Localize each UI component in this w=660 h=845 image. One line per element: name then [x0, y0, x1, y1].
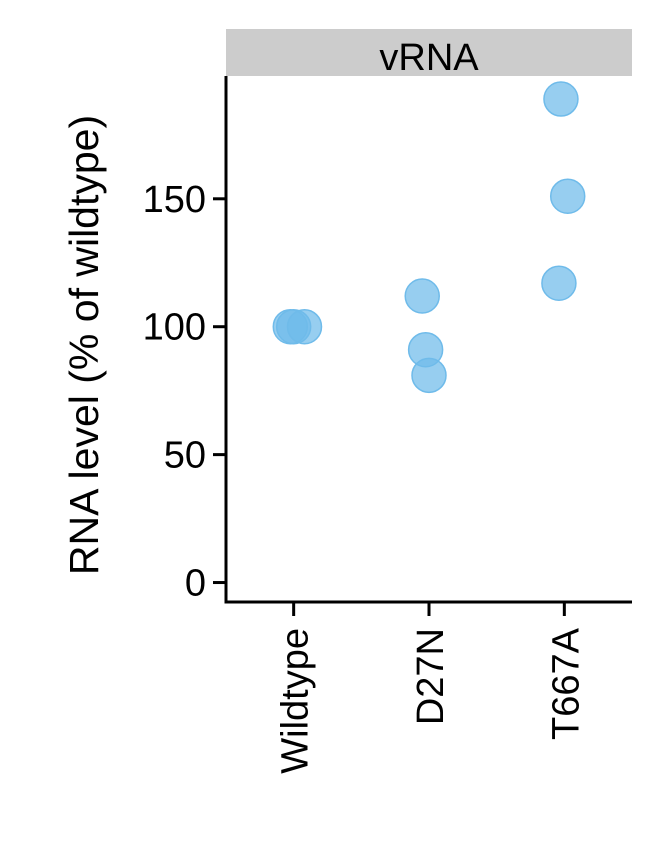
y-tick-label: 50	[164, 435, 206, 477]
y-ticks: 0 50 100 150	[143, 179, 226, 605]
y-tick-label: 100	[143, 307, 206, 349]
x-ticks: Wildtype D27N T667A	[275, 603, 587, 774]
y-axis-title: RNA level (% of wildtype)	[61, 115, 107, 575]
data-point	[404, 278, 440, 314]
data-point	[541, 265, 577, 301]
data-point	[549, 178, 586, 214]
data-points	[272, 81, 586, 394]
data-point	[286, 308, 323, 345]
data-point	[543, 81, 579, 117]
x-tick-label: T667A	[545, 627, 587, 740]
y-tick-label: 0	[185, 563, 206, 605]
x-tick-label: Wildtype	[275, 628, 317, 774]
data-point	[411, 357, 447, 394]
facet-strip	[226, 29, 632, 76]
x-tick-label: D27N	[410, 628, 452, 725]
y-tick-label: 150	[143, 179, 206, 221]
facet-label: vRNA	[379, 37, 479, 79]
